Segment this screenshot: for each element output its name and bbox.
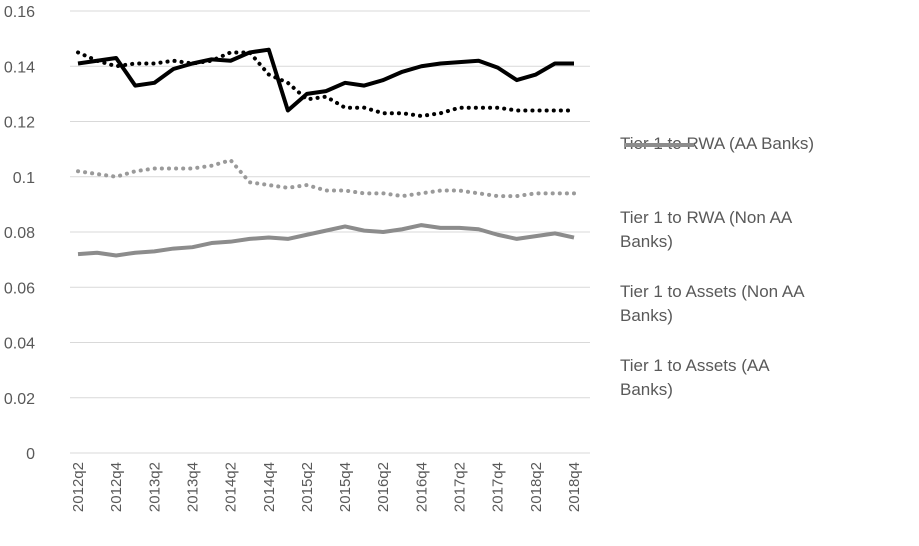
x-tick-label: 2017q4 — [490, 462, 507, 512]
x-tick-label: 2013q2 — [146, 462, 163, 512]
y-tick-label: 0.1 — [13, 170, 35, 187]
x-tick-label: 2018q4 — [566, 462, 583, 512]
y-tick-label: 0 — [26, 446, 35, 463]
legend-key — [626, 143, 694, 147]
x-tick-label: 2018q2 — [528, 462, 545, 512]
y-tick-label: 0.02 — [4, 391, 35, 408]
series-line — [77, 47, 574, 113]
x-tick-label: 2015q2 — [299, 462, 316, 512]
legend-label: Tier 1 to Assets (Non AA Banks) — [620, 282, 804, 325]
legend-label: Tier 1 to RWA (AA Banks) — [620, 134, 814, 153]
x-tick-label: 2013q4 — [184, 462, 201, 512]
series-line — [76, 158, 576, 199]
x-tick-label: 2012q2 — [70, 462, 87, 512]
y-tick-label: 0.16 — [4, 4, 35, 21]
legend-item: Tier 1 to Assets (Non AA Banks) — [620, 143, 919, 354]
legend-label: Tier 1 to RWA (Non AA Banks) — [620, 208, 792, 251]
y-tick-label: 0.04 — [4, 336, 35, 353]
legend-label: Tier 1 to Assets (AA Banks) — [620, 356, 769, 399]
y-tick-label: 0.12 — [4, 115, 35, 132]
x-tick-label: 2014q4 — [261, 462, 278, 512]
x-tick-label: 2015q4 — [337, 462, 354, 512]
series-line — [77, 223, 575, 258]
legend-item: Tier 1 to Assets (AA Banks) — [620, 143, 919, 428]
x-tick-label: 2012q4 — [108, 462, 125, 512]
x-tick-label: 2017q2 — [452, 462, 469, 512]
y-tick-label: 0.06 — [4, 280, 35, 297]
x-tick-label: 2016q4 — [413, 462, 430, 512]
legend-item: Tier 1 to RWA (Non AA Banks) — [620, 143, 919, 280]
x-tick-label: 2014q2 — [223, 462, 240, 512]
y-tick-label: 0.14 — [4, 59, 35, 76]
legend: Tier 1 to RWA (AA Banks) Tier 1 to RWA (N… — [620, 132, 919, 428]
series-line — [76, 50, 576, 118]
y-tick-label: 0.08 — [4, 225, 35, 242]
x-tick-label: 2016q2 — [375, 462, 392, 512]
